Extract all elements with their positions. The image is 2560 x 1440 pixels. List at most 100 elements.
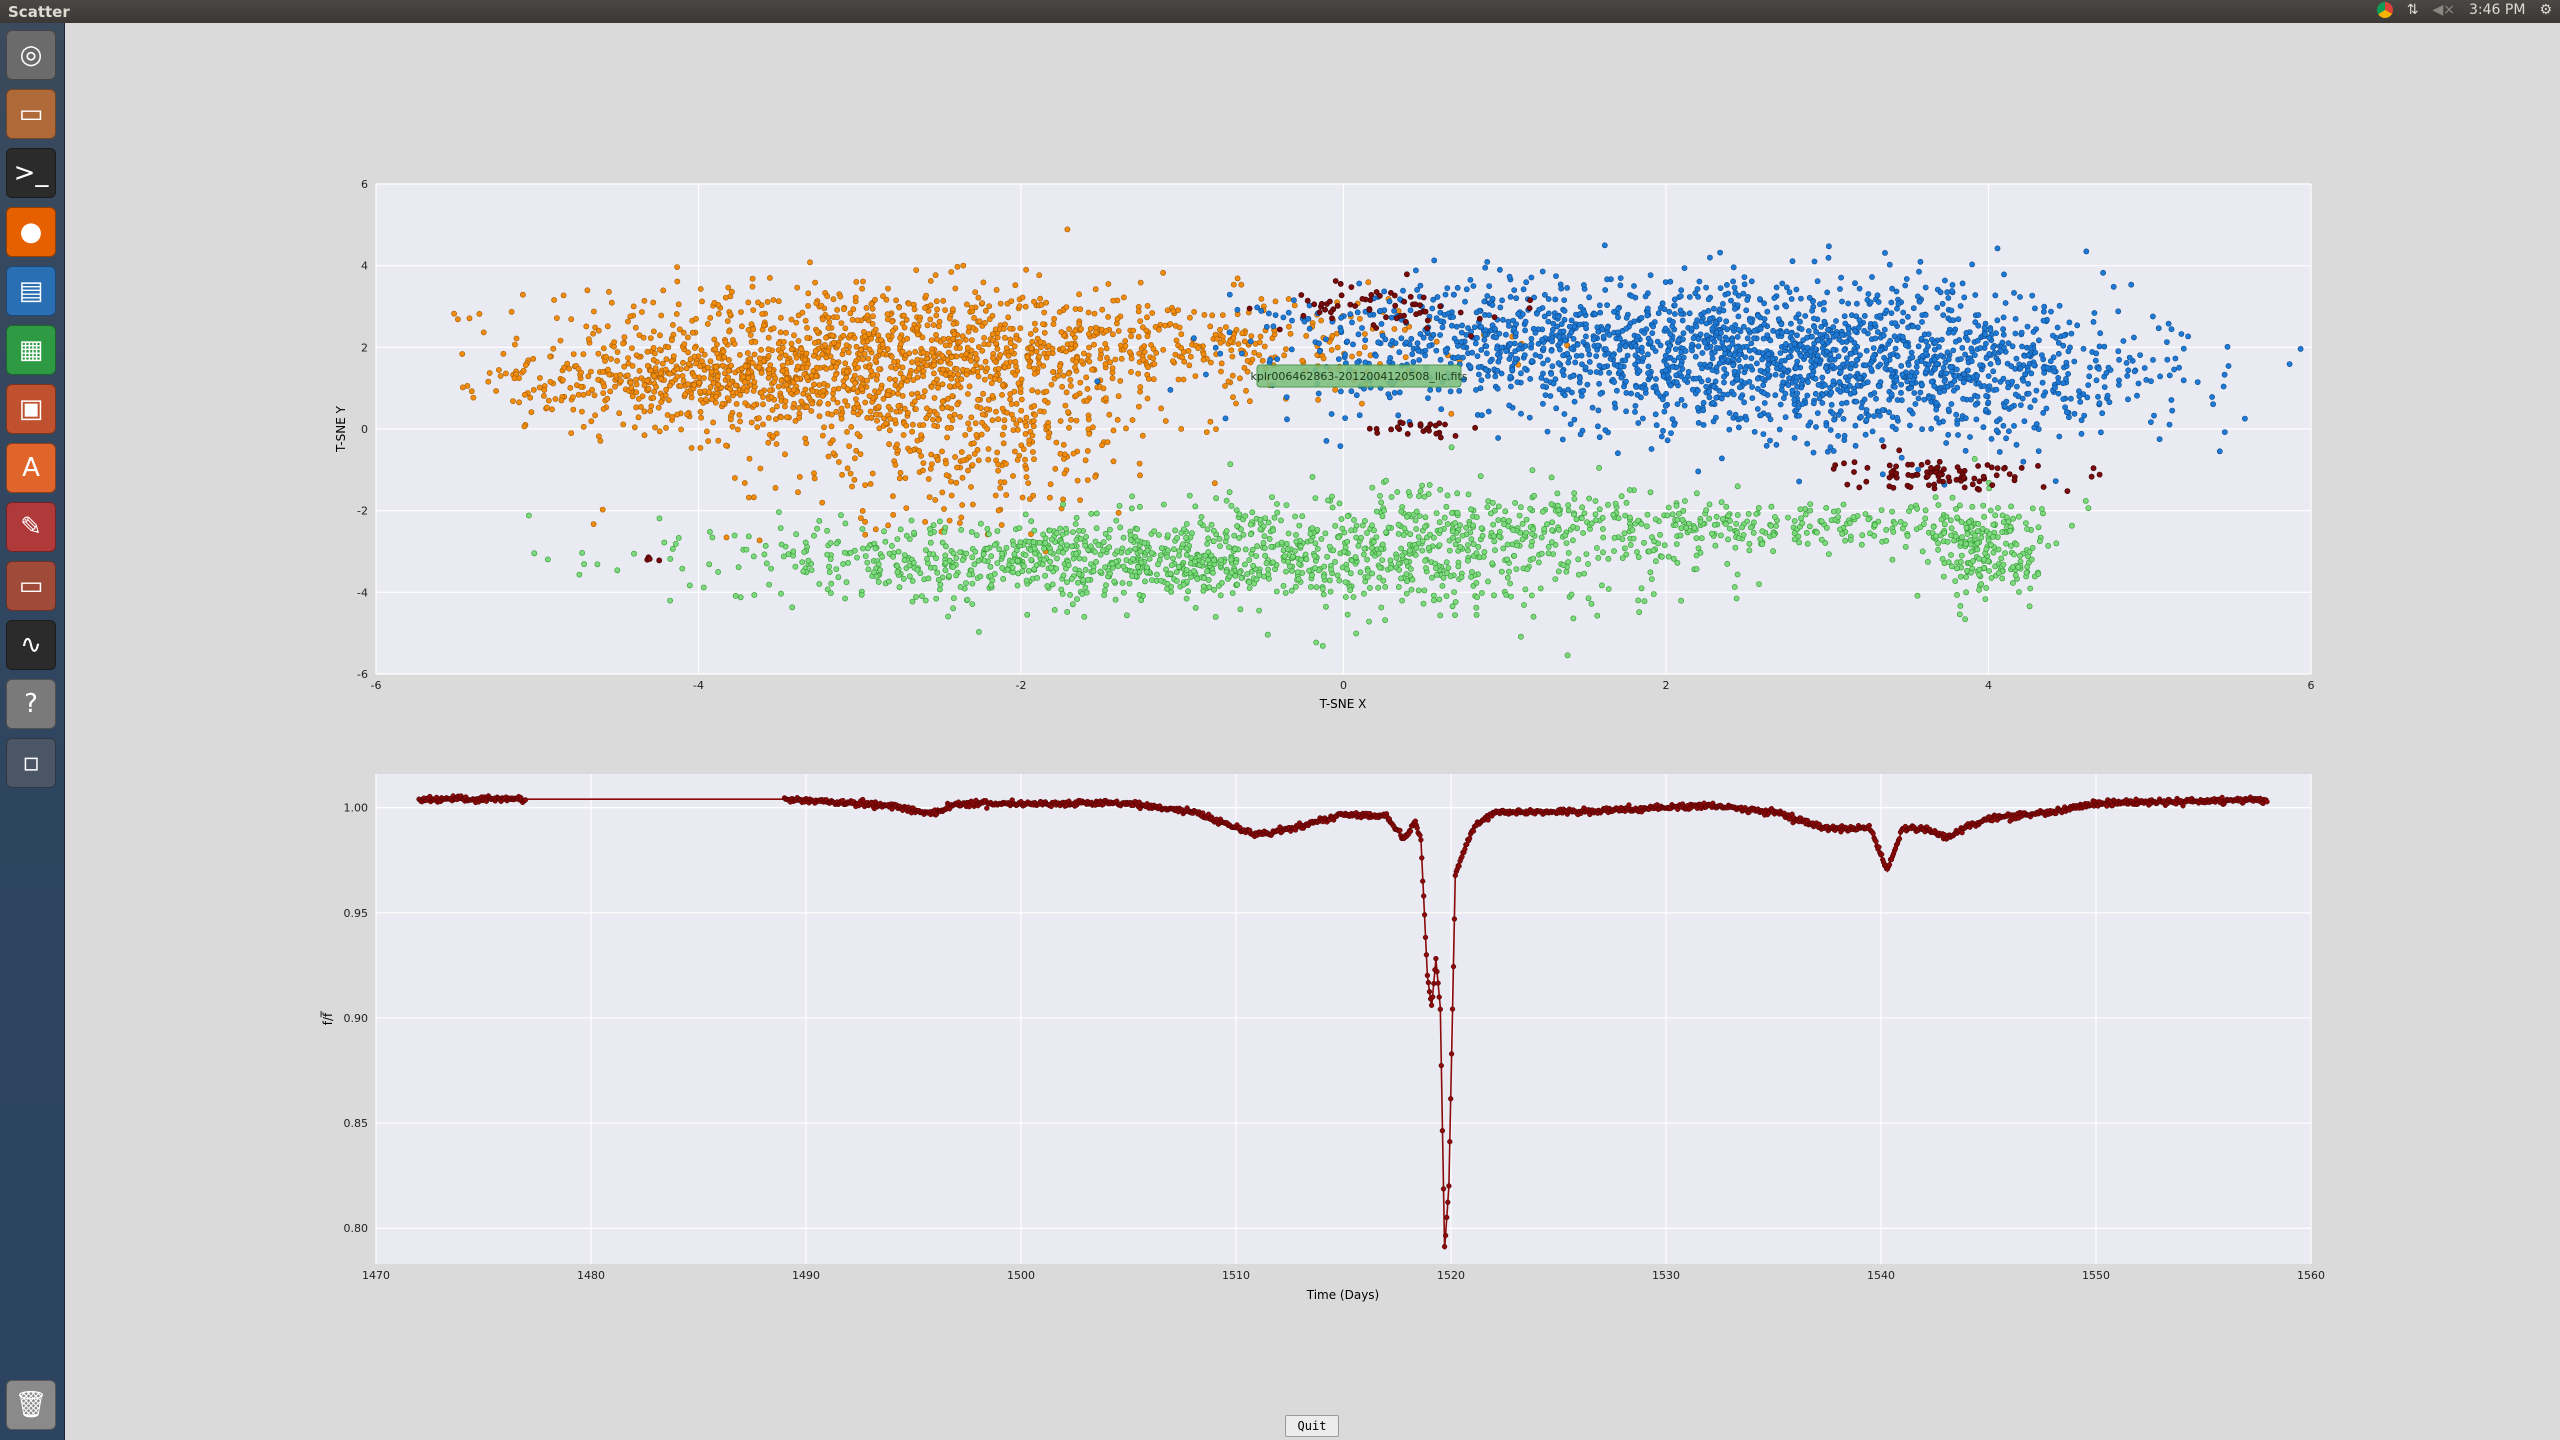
scatter-point [607,388,614,395]
scatter-point [1506,402,1513,409]
clock[interactable]: 3:46 PM [2469,2,2526,18]
scatter-point [1284,546,1291,553]
scatter-point [1886,409,1892,416]
scatter-point [1057,525,1064,532]
scatter-point [630,303,637,310]
scatter-point [2021,418,2028,425]
calc-icon[interactable]: ▦ [6,325,56,375]
scatter-point [697,363,703,370]
scatter-point [1915,343,1922,350]
scatter-point [1686,294,1693,300]
scatter-point [1904,378,1911,385]
scatter-point [606,371,613,378]
impress-icon[interactable]: ▣ [6,384,56,434]
scatter-point [2000,326,2006,333]
scatter-point [1720,300,1726,307]
scatter-point [1431,257,1438,264]
scatter-point [1083,374,1090,381]
scatter-point [998,522,1005,528]
scatter-point [1856,374,1863,381]
scatter-point [1941,378,1948,384]
scatter-point [2125,367,2132,374]
scatter-point [891,359,897,365]
scatter-point [995,416,1002,423]
scatter-point [1748,278,1755,285]
scatter-point [968,304,975,311]
scatter-point [860,278,866,285]
scatter-point [1052,465,1059,472]
scatter-point [974,446,981,453]
scatter-point [723,534,730,541]
scatter-point [1267,356,1273,363]
writer-icon[interactable]: ▤ [6,266,56,316]
scatter-point [1212,344,1219,351]
dash-icon[interactable]: ◎ [6,30,56,80]
scatter-point [647,408,654,414]
scatter-point [1705,307,1712,314]
scatter-point [748,321,755,328]
scatter-point [1011,343,1018,350]
scatter-point [1449,322,1455,329]
scatter-point [550,345,557,352]
scatter-point [748,419,755,426]
scatter-point [1391,326,1398,332]
scatter-point [697,444,704,451]
scatter-point [1666,308,1673,315]
scatter-point [840,332,847,339]
network-icon[interactable]: ⇅ [2406,2,2419,18]
scatter-point [1671,357,1678,364]
scatter-point [633,376,639,383]
scatter-point [675,301,682,308]
scatter-point [1725,290,1731,297]
chrome-icon[interactable] [2376,2,2393,18]
scatter-point [666,370,673,377]
scatter-point [949,393,956,399]
scatter-point [2171,366,2177,373]
scatter-point [1923,338,1929,345]
scatter-point [1870,345,1877,351]
scatter-point [854,431,861,437]
scatter-point [1241,364,1248,371]
scatter-point [988,380,995,387]
scatter-point [1081,556,1088,562]
gear-icon[interactable]: ⚙ [2539,2,2552,18]
system-monitor-icon[interactable]: ∿ [6,620,56,670]
firefox-icon[interactable]: ● [6,207,56,257]
scatter-point [927,278,934,284]
settings-icon[interactable]: ✎ [6,502,56,552]
scatter-point [1558,321,1565,327]
scatter-point [1996,448,2003,455]
scatter-point [1422,352,1428,359]
scatter-point [980,390,986,397]
scatter-point [1692,353,1699,360]
scatter-point [1905,362,1912,368]
trash-icon[interactable]: 🗑 [6,1380,56,1430]
scatter-point [1034,389,1041,395]
scatter-point [844,428,850,435]
scatter-point [684,411,690,418]
scatter-point [725,367,732,374]
software-center-icon[interactable]: A [6,443,56,493]
scatter-point [1972,319,1979,326]
scatter-point [1072,521,1079,527]
files-icon[interactable]: ▭ [6,89,56,139]
scatter-point [984,365,990,372]
terminal-icon[interactable]: >_ [6,148,56,198]
scatter-point [1995,359,2002,366]
scatter-point [805,290,812,297]
workspace-icon[interactable]: ▫ [6,738,56,788]
volume-icon[interactable]: ◀× [2432,2,2456,18]
files-icon[interactable]: ▭ [6,561,56,611]
scatter-point [722,338,729,345]
help-icon[interactable]: ? [6,679,56,729]
scatter-point [1617,282,1624,289]
scatter-point [2123,359,2130,366]
scatter-point [1018,396,1025,403]
scatter-point [1380,577,1387,584]
launcher: ◎ ▭ >_ ● ▤ ▦ ▣ A ✎ ▭ ∿? ▫ 🗑 [0,23,65,1440]
scatter-point [1561,307,1568,314]
scatter-point [1146,555,1153,562]
scatter-point [1777,350,1784,356]
scatter-point [758,389,765,396]
